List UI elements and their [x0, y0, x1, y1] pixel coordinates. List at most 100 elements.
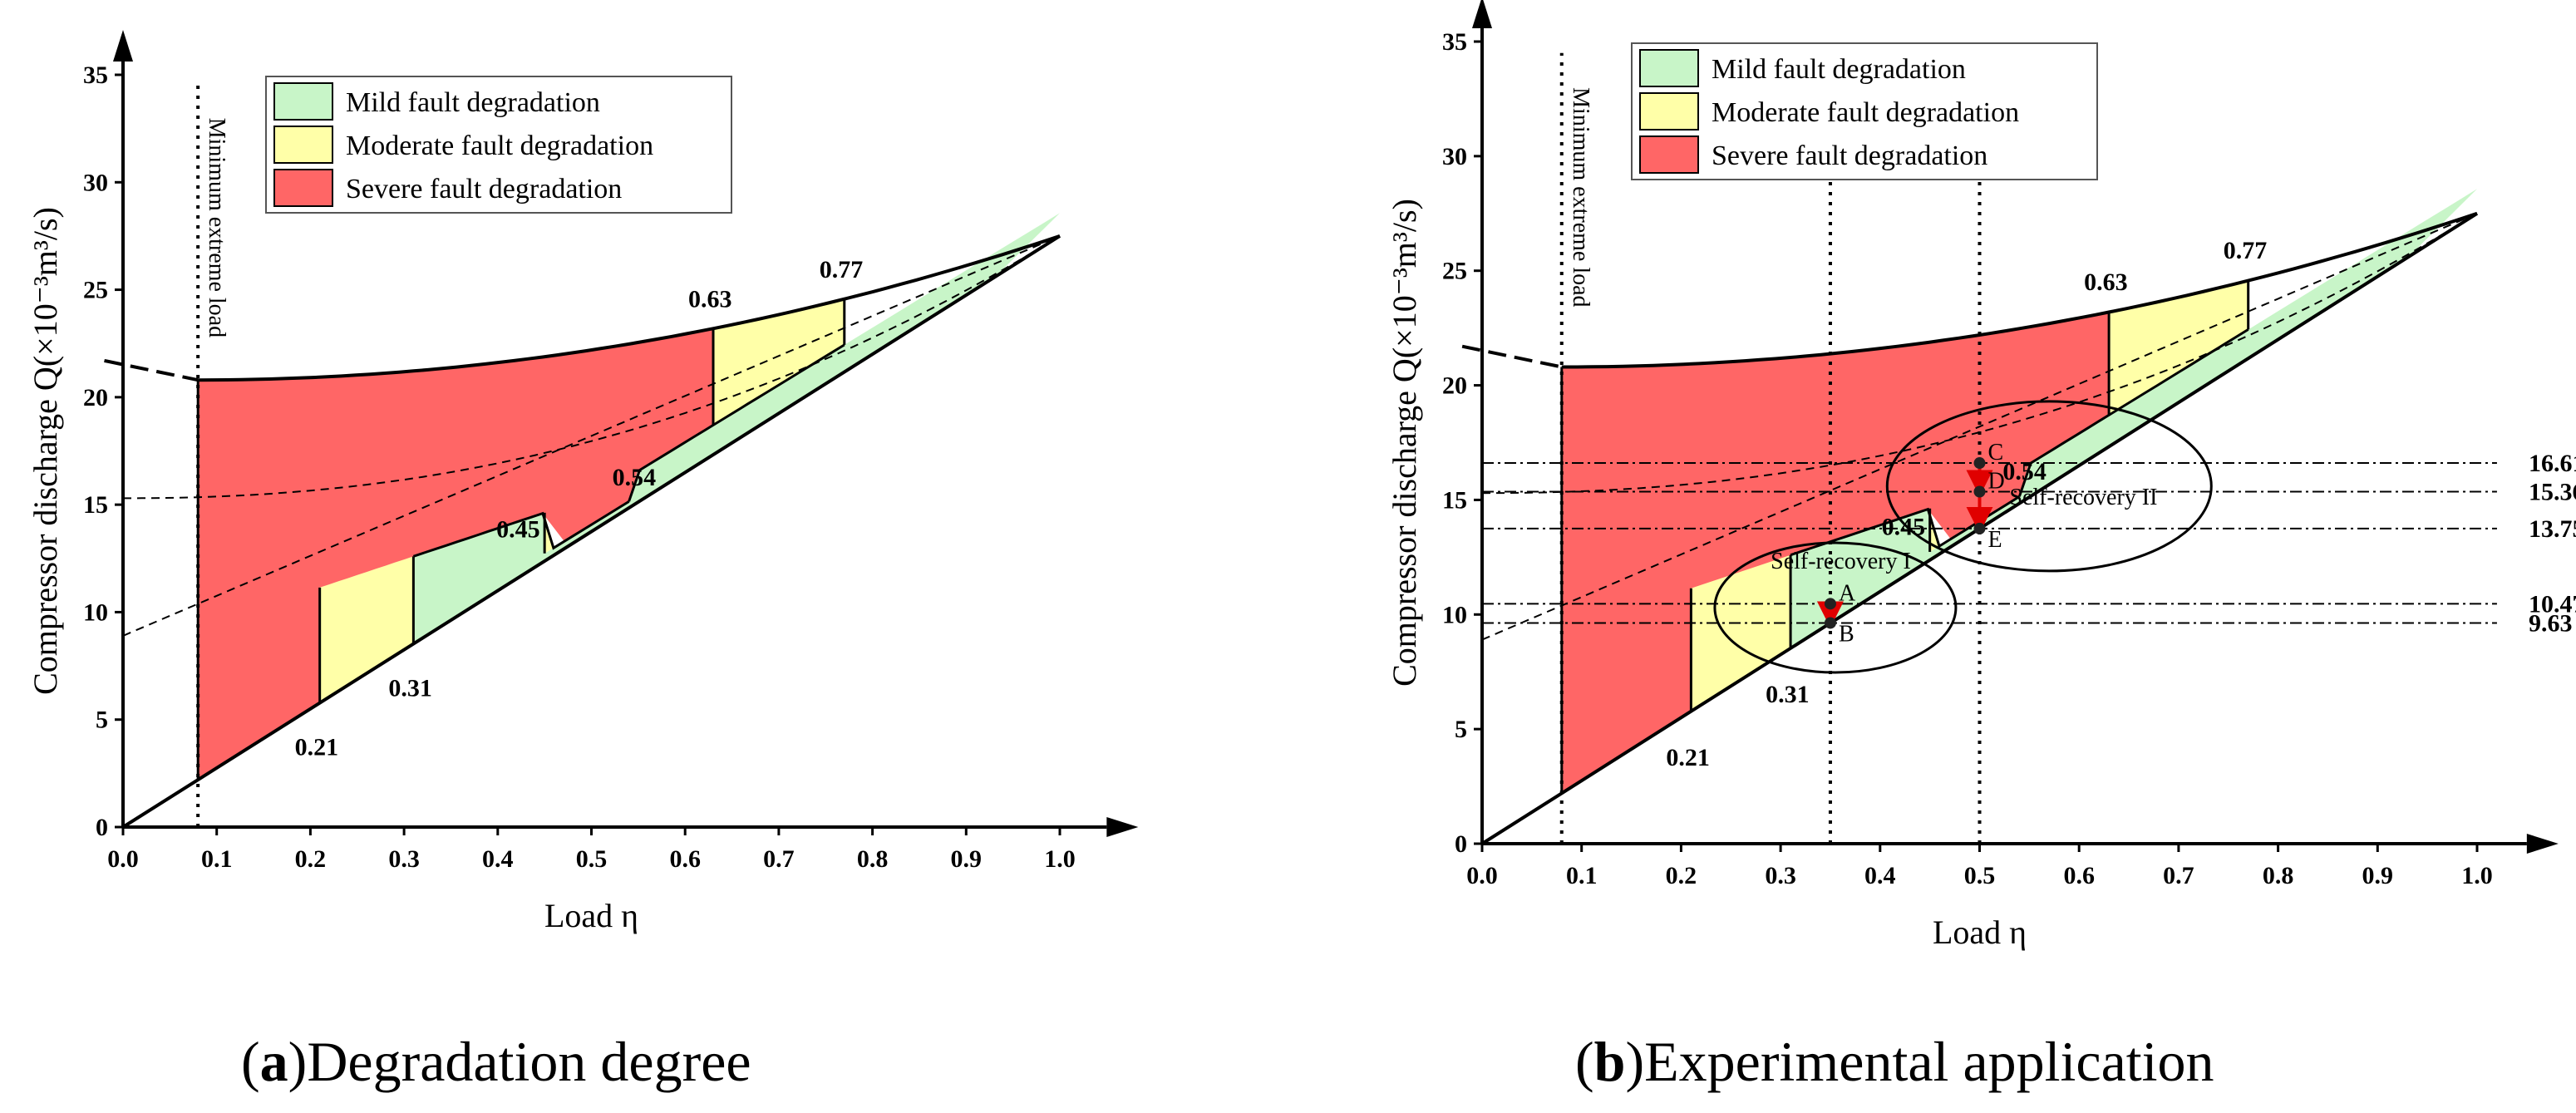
y-tick-label: 20 — [1442, 372, 1467, 400]
y-tick-label: 0 — [96, 814, 108, 841]
point-label-C: C — [1988, 440, 2004, 465]
boundary-label: 0.45 — [496, 515, 540, 543]
legend-label: Severe fault degradation — [346, 174, 622, 204]
severe-boundary-line — [2017, 328, 2249, 497]
legend-swatch — [273, 126, 333, 164]
reference-value: 10.47 — [2529, 590, 2576, 618]
data-point-A — [1824, 598, 1836, 610]
legend-swatch — [273, 82, 333, 121]
legend-swatch — [1639, 135, 1699, 174]
boundary-label: 0.54 — [613, 464, 657, 491]
min-load-label: Minimum extreme load — [204, 118, 229, 337]
boundary-label: 0.31 — [388, 675, 432, 702]
self-recovery-2-ellipse — [1885, 400, 2213, 573]
panel-a: 0.21 0.31 0.45 0.54 0.63 0.77 Minimum extreme … — [27, 30, 1139, 934]
self-recovery-1-ellipse — [1713, 541, 1958, 674]
legend-label: Moderate fault degradation — [1712, 97, 2019, 128]
y-tick-label: 30 — [83, 169, 108, 196]
x-tick-label: 0.0 — [1466, 862, 1498, 889]
self-recovery-1-label: Self-recovery I — [1771, 549, 1911, 574]
x-tick-label: 0.9 — [951, 845, 983, 873]
min-load-label: Minimum extreme load — [1568, 87, 1593, 307]
y-tick-label: 10 — [83, 598, 108, 626]
y-tick-label: 20 — [83, 384, 108, 411]
y-tick-label: 0 — [1455, 830, 1467, 858]
x-tick-label: 0.8 — [2263, 862, 2294, 889]
x-axis-arrow — [2526, 834, 2559, 854]
severe-boundary-line — [628, 343, 845, 502]
y-tick-label: 15 — [1442, 486, 1467, 514]
y-tick-label: 5 — [96, 707, 108, 734]
dashed-curve — [1481, 212, 2478, 641]
region-moderate — [713, 298, 845, 426]
x-tick-label: 0.6 — [2063, 862, 2095, 889]
x-tick-label: 0.1 — [201, 845, 233, 873]
upper-boundary-line — [198, 234, 1061, 382]
y-tick-label: 5 — [1455, 716, 1467, 743]
legend-label: Severe fault degradation — [1712, 140, 1987, 171]
y-axis-label: Compressor discharge Q(×10⁻³m³/s) — [27, 207, 64, 695]
legend-label: Mild fault degradation — [346, 87, 600, 118]
x-tick-label: 1.0 — [1044, 845, 1076, 873]
reference-value: 15.36 — [2529, 479, 2576, 506]
region-mild — [1790, 189, 2477, 649]
panel-b: 0.21 0.31 0.4 5 0.54 0.63 0.77 Minimum extreme … — [1386, 0, 2576, 951]
region-mild — [2019, 415, 2110, 497]
x-tick-label: 0.5 — [1964, 862, 1996, 889]
reference-value: 9.63 — [2529, 609, 2573, 637]
y-tick-label: 25 — [83, 277, 108, 304]
x-tick-label: 0.0 — [107, 845, 139, 873]
dashed-curve — [122, 235, 1061, 500]
boundary-label: 0.77 — [820, 256, 864, 283]
legend-swatch — [1639, 49, 1699, 87]
x-tick-label: 0.3 — [1765, 862, 1796, 889]
upper-extension-line — [1461, 344, 1563, 369]
data-point-D — [1973, 485, 1986, 498]
x-tick-label: 0.2 — [1666, 862, 1697, 889]
data-point-B — [1824, 617, 1836, 629]
y-axis-label: Compressor discharge Q(×10⁻³m³/s) — [1386, 199, 1423, 687]
boundary-label: 0.21 — [295, 734, 339, 761]
x-axis-label: Load η — [1933, 914, 2027, 951]
region-mild — [628, 425, 713, 502]
boundary-label: 0.63 — [2084, 268, 2128, 296]
x-tick-label: 0.4 — [1864, 862, 1896, 889]
x-tick-label: 0.7 — [763, 845, 795, 873]
legend-label: Moderate fault degradation — [346, 131, 653, 161]
point-label-D: D — [1988, 469, 2005, 495]
y-tick-label: 35 — [83, 62, 108, 89]
y-tick-label: 15 — [83, 491, 108, 519]
caption-a: (a)Degradation degree — [241, 1030, 751, 1093]
legend-label: Mild fault degradation — [1712, 54, 1966, 85]
reference-value: 13.75 — [2529, 515, 2576, 543]
x-tick-label: 1.0 — [2461, 862, 2493, 889]
x-tick-label: 0.2 — [295, 845, 327, 873]
region-moderate — [2109, 280, 2248, 416]
self-recovery-2-label: Self-recovery II — [2009, 485, 2157, 510]
data-point-E — [1973, 522, 1986, 534]
y-tick-label: 10 — [1442, 601, 1467, 628]
y-axis-arrow — [113, 30, 133, 62]
region-moderate — [1691, 554, 1791, 712]
data-point-C — [1973, 457, 1986, 470]
point-label-E: E — [1988, 527, 2002, 553]
x-tick-label: 0.5 — [576, 845, 608, 873]
upper-boundary-line — [1561, 211, 2478, 369]
legend-swatch — [273, 169, 333, 207]
legend-box — [265, 76, 732, 214]
boundary-label: 0.63 — [688, 286, 732, 313]
x-axis-label: Load η — [544, 897, 638, 934]
legend-swatch — [1639, 92, 1699, 131]
point-label-A: A — [1839, 580, 1856, 606]
x-tick-label: 0.9 — [2362, 862, 2394, 889]
x-axis-arrow — [1106, 817, 1139, 837]
legend-box — [1631, 42, 2098, 180]
x-tick-label: 0.8 — [857, 845, 889, 873]
boundary-label: 0.54 — [2002, 458, 2047, 485]
point-label-B: B — [1839, 621, 1854, 647]
y-axis-arrow — [1472, 0, 1492, 28]
boundary-label: 0.77 — [2224, 237, 2268, 264]
boundary-label: 0.31 — [1766, 681, 1810, 708]
x-tick-label: 0.6 — [669, 845, 701, 873]
